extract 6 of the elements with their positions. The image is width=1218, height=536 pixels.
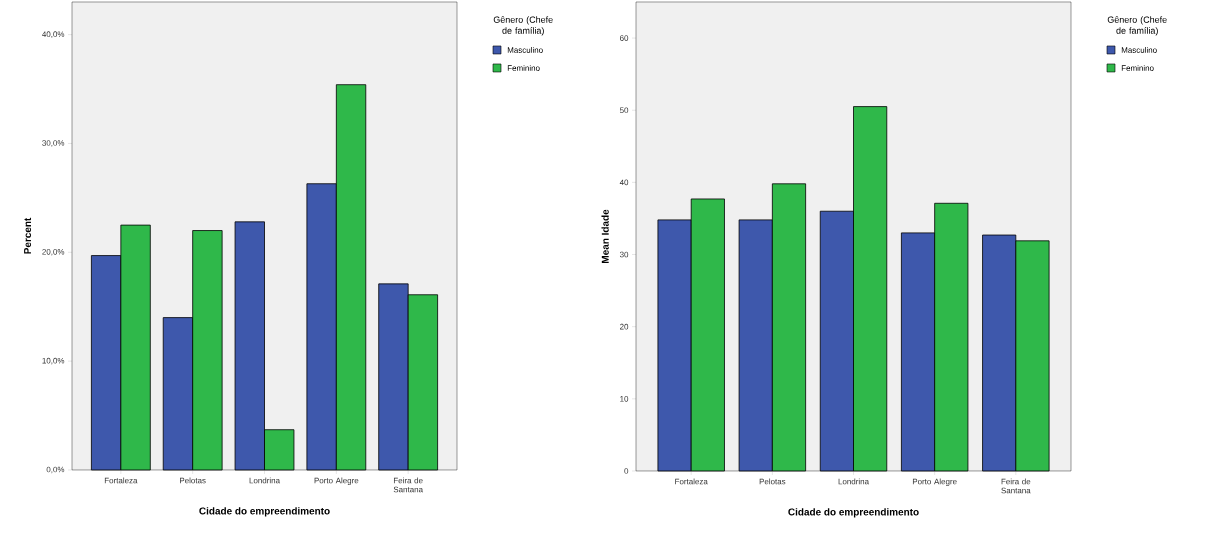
y-axis-title: Mean Idade — [601, 209, 609, 263]
legend-title: Gênero (Chefe de família) — [493, 16, 553, 36]
x-axis-title: Cidade do empreendimento — [199, 507, 330, 517]
x-axis-title: Cidade do empreendimento — [788, 508, 919, 518]
legend-title: Gênero (Chefe de família) — [1107, 16, 1167, 36]
y-axis-title: Percent — [24, 217, 32, 254]
